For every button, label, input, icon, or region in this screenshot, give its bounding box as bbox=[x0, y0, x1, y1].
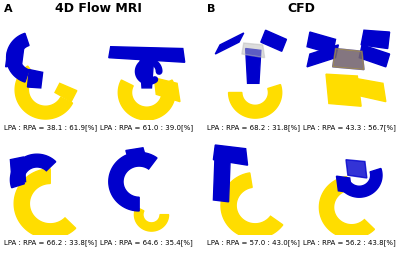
Polygon shape bbox=[215, 33, 244, 54]
Polygon shape bbox=[126, 148, 145, 157]
Text: LPA : RPA = 43.3 : 56.7[%]: LPA : RPA = 43.3 : 56.7[%] bbox=[303, 125, 396, 132]
Polygon shape bbox=[336, 176, 352, 193]
Polygon shape bbox=[228, 85, 282, 118]
Polygon shape bbox=[333, 49, 364, 70]
Polygon shape bbox=[109, 152, 157, 211]
Polygon shape bbox=[346, 160, 367, 178]
Polygon shape bbox=[242, 43, 265, 58]
Text: LPA : RPA = 38.1 : 61.9[%]: LPA : RPA = 38.1 : 61.9[%] bbox=[4, 125, 97, 132]
Polygon shape bbox=[6, 49, 24, 67]
Text: LPA : RPA = 56.2 : 43.8[%]: LPA : RPA = 56.2 : 43.8[%] bbox=[303, 239, 396, 246]
Polygon shape bbox=[118, 80, 175, 120]
Polygon shape bbox=[307, 32, 336, 54]
Text: CFD: CFD bbox=[288, 2, 316, 15]
Polygon shape bbox=[140, 60, 153, 88]
Polygon shape bbox=[55, 83, 77, 102]
Text: A: A bbox=[4, 4, 13, 13]
Polygon shape bbox=[28, 70, 43, 88]
Polygon shape bbox=[213, 149, 230, 202]
Polygon shape bbox=[246, 49, 261, 83]
Polygon shape bbox=[326, 74, 361, 106]
Text: LPA : RPA = 57.0 : 43.0[%]: LPA : RPA = 57.0 : 43.0[%] bbox=[207, 239, 300, 246]
Polygon shape bbox=[6, 33, 29, 82]
Polygon shape bbox=[213, 145, 248, 165]
Polygon shape bbox=[359, 45, 390, 67]
Polygon shape bbox=[261, 30, 286, 51]
Text: LPA : RPA = 64.6 : 35.4[%]: LPA : RPA = 64.6 : 35.4[%] bbox=[100, 239, 193, 246]
Polygon shape bbox=[361, 30, 390, 49]
Polygon shape bbox=[14, 169, 76, 238]
Text: LPA : RPA = 66.2 : 33.8[%]: LPA : RPA = 66.2 : 33.8[%] bbox=[4, 239, 97, 246]
Text: LPA : RPA = 68.2 : 31.8[%]: LPA : RPA = 68.2 : 31.8[%] bbox=[207, 125, 300, 132]
Text: LPA : RPA = 61.0 : 39.0[%]: LPA : RPA = 61.0 : 39.0[%] bbox=[100, 125, 193, 132]
Polygon shape bbox=[109, 47, 185, 62]
Polygon shape bbox=[154, 78, 180, 102]
Polygon shape bbox=[15, 66, 72, 119]
Polygon shape bbox=[10, 154, 56, 188]
Polygon shape bbox=[319, 176, 374, 238]
Polygon shape bbox=[307, 45, 338, 67]
Polygon shape bbox=[341, 168, 382, 197]
Polygon shape bbox=[221, 173, 283, 238]
Text: B: B bbox=[207, 4, 215, 13]
Polygon shape bbox=[342, 76, 386, 102]
Polygon shape bbox=[134, 207, 168, 231]
Text: 4D Flow MRI: 4D Flow MRI bbox=[55, 2, 142, 15]
Polygon shape bbox=[333, 49, 364, 70]
Polygon shape bbox=[10, 157, 26, 184]
